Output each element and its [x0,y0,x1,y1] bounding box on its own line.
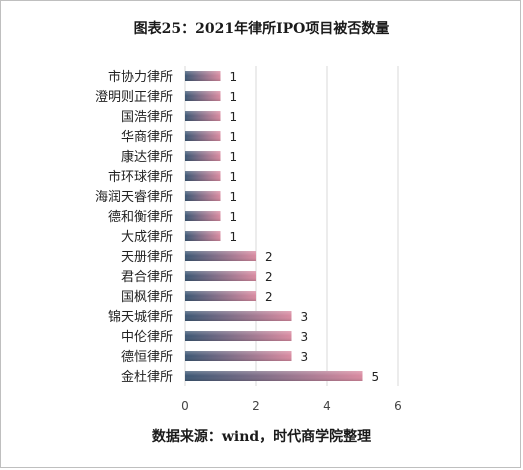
category-label: 国浩律所 [121,110,173,125]
category-label: 市环球律所 [108,169,173,185]
category-label: 德恒律所 [121,350,173,365]
bar-shading [185,251,256,261]
bar-shading [185,171,221,181]
category-label: 天册律所 [121,250,173,265]
category-label: 康达律所 [121,149,173,165]
bar-shading [185,91,221,101]
category-label: 海润天睿律所 [95,190,173,205]
bar-shading [185,291,256,301]
x-tick-label: 2 [252,399,260,413]
category-label: 锦天城律所 [108,310,173,325]
category-label: 大成律所 [121,230,173,245]
value-label: 3 [301,350,309,364]
value-label: 2 [265,250,273,264]
bar-shading [185,191,221,201]
category-label: 德和衡律所 [108,210,173,225]
value-label: 2 [265,290,273,304]
value-label: 1 [230,130,238,144]
category-labels: 市协力律所澄明则正律所国浩律所华商律所康达律所市环球律所海润天睿律所德和衡律所大… [95,69,173,385]
value-label: 2 [265,270,273,284]
category-label: 金杜律所 [121,369,173,385]
x-tick-label: 0 [181,399,189,413]
value-label: 1 [230,110,238,124]
bar-shading [185,331,292,341]
bar-shading [185,131,221,141]
bar-shading [185,371,363,381]
category-label: 澄明则正律所 [95,90,173,105]
bar-shading [185,71,221,81]
category-label: 国枫律所 [121,290,173,305]
value-label: 1 [230,170,238,184]
value-label: 1 [230,90,238,104]
bar-shading [185,211,221,221]
value-label: 5 [372,370,380,384]
value-label: 1 [230,70,238,84]
bars [185,71,363,381]
category-label: 华商律所 [121,130,173,145]
category-label: 中伦律所 [121,330,173,345]
value-label: 1 [230,190,238,204]
value-label: 3 [301,330,309,344]
bar-shading [185,111,221,121]
bar-shading [185,151,221,161]
value-label: 1 [230,230,238,244]
category-label: 市协力律所 [108,69,173,85]
chart-source: 数据来源：wind，时代商学院整理 [151,429,372,445]
bar-shading [185,351,292,361]
bar-shading [185,271,256,281]
value-labels: 1 1 1 1 1 1 1 1 1 2 2 2 3 3 3 5 [230,70,380,384]
x-tick-labels: 0 2 4 6 [181,399,402,413]
bar-shading [185,231,221,241]
bar-shading [185,311,292,321]
value-label: 1 [230,210,238,224]
chart-title: 图表25：2021年律所IPO项目被否数量 [133,21,390,37]
value-label: 1 [230,150,238,164]
x-tick-label: 4 [323,399,331,413]
value-label: 3 [301,310,309,324]
x-tick-label: 6 [394,399,402,413]
category-label: 君合律所 [121,270,173,285]
